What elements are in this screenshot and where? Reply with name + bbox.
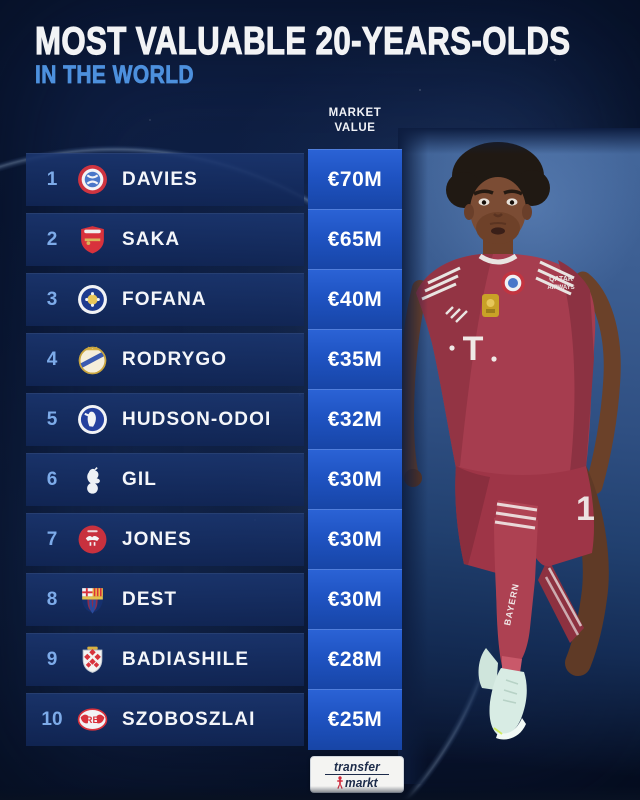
market-value: €28M	[308, 629, 402, 690]
real-madrid-badge-icon	[77, 344, 108, 375]
player-name: DEST	[122, 589, 178, 610]
row-bar	[26, 393, 304, 446]
market-value: €30M	[308, 509, 402, 570]
photo-top-fade	[398, 128, 640, 154]
transfermarkt-logo-line1: transfer	[333, 758, 380, 774]
row-bar	[26, 513, 304, 566]
rank-number: 1	[46, 169, 58, 190]
table-row: 8 DEST €30M	[26, 569, 402, 630]
player-name: RODRYGO	[122, 349, 228, 370]
monaco-badge-icon	[77, 644, 108, 675]
table-row: 2 SAKA €65M	[26, 209, 402, 270]
market-value: €30M	[308, 569, 402, 630]
rank-number: 5	[46, 409, 58, 430]
table-row: 4 RODRYGO €35M	[26, 329, 402, 390]
photo-left-fade	[398, 128, 428, 784]
sponsor-text-line1: QATAR	[549, 276, 573, 283]
row-bar	[26, 693, 304, 746]
player-name: DAVIES	[122, 169, 198, 190]
table-row: 9 BADIASHILE €28M	[26, 629, 402, 690]
page-subtitle: IN THE WORLD	[35, 61, 195, 89]
market-value: €25M	[308, 689, 402, 750]
player-name: SAKA	[122, 229, 181, 250]
market-value: €40M	[308, 269, 402, 330]
player-name: JONES	[122, 529, 192, 550]
chelsea-badge-icon	[77, 404, 108, 435]
page-title: MOST VALUABLE 20-YEARS-OLDS	[35, 20, 571, 63]
row-bar	[26, 633, 304, 686]
player-name: GIL	[122, 469, 157, 490]
player-name: SZOBOSZLAI	[122, 709, 256, 730]
liverpool-badge-icon	[77, 524, 108, 555]
rank-number: 7	[46, 529, 58, 550]
rankings-list: 1 DAVIES €70M 2 SAKA €65M 3 FOFANA €40M …	[26, 149, 402, 753]
tottenham-badge-icon	[77, 464, 108, 495]
row-bar	[26, 333, 304, 386]
rank-number: 2	[46, 229, 58, 250]
table-row: 10 RB SZOBOSZLAI €25M	[26, 689, 402, 750]
svg-text:RB: RB	[86, 715, 100, 725]
rank-number: 8	[46, 589, 58, 610]
market-value: €30M	[308, 449, 402, 510]
market-value: €35M	[308, 329, 402, 390]
player-photo: QATAR AIRWAYS T 1 BAYERN	[398, 128, 640, 784]
bayern-munich-badge-icon	[77, 164, 108, 195]
market-value-column-header: MARKET VALUE	[308, 106, 402, 136]
row-bar	[26, 273, 304, 326]
leicester-city-badge-icon	[77, 284, 108, 315]
row-bar	[26, 153, 304, 206]
player-name: FOFANA	[122, 289, 207, 310]
table-row: 5 HUDSON-ODOI €32M	[26, 389, 402, 450]
row-bar	[26, 453, 304, 506]
sponsor-text-line2: AIRWAYS	[547, 285, 574, 291]
market-value: €70M	[308, 149, 402, 210]
barcelona-badge-icon	[77, 584, 108, 615]
table-row: 6 GIL €30M	[26, 449, 402, 510]
table-row: 1 DAVIES €70M	[26, 149, 402, 210]
player-illustration: QATAR AIRWAYS T 1 BAYERN	[398, 142, 621, 740]
bottom-vignette	[0, 786, 640, 800]
rank-number: 9	[46, 649, 58, 670]
rb-leipzig-badge-icon: RB	[77, 704, 108, 735]
player-name: HUDSON-ODOI	[122, 409, 272, 430]
market-value-header-line1: MARKET	[328, 107, 382, 119]
market-value-header-line2: VALUE	[334, 122, 376, 134]
rank-number: 6	[46, 469, 58, 490]
arsenal-badge-icon	[77, 224, 108, 255]
row-bar	[26, 573, 304, 626]
row-bar	[26, 213, 304, 266]
market-value: €32M	[308, 389, 402, 450]
transfermarkt-logo-rule	[325, 773, 389, 776]
svg-text:T: T	[463, 330, 484, 368]
shirt-number: 1	[576, 490, 595, 528]
rank-number: 4	[46, 349, 58, 370]
player-name: BADIASHILE	[122, 649, 250, 670]
table-row: 3 FOFANA €40M	[26, 269, 402, 330]
rank-number: 3	[46, 289, 58, 310]
table-row: 7 JONES €30M	[26, 509, 402, 570]
market-value: €65M	[308, 209, 402, 270]
rank-number: 10	[41, 709, 63, 730]
